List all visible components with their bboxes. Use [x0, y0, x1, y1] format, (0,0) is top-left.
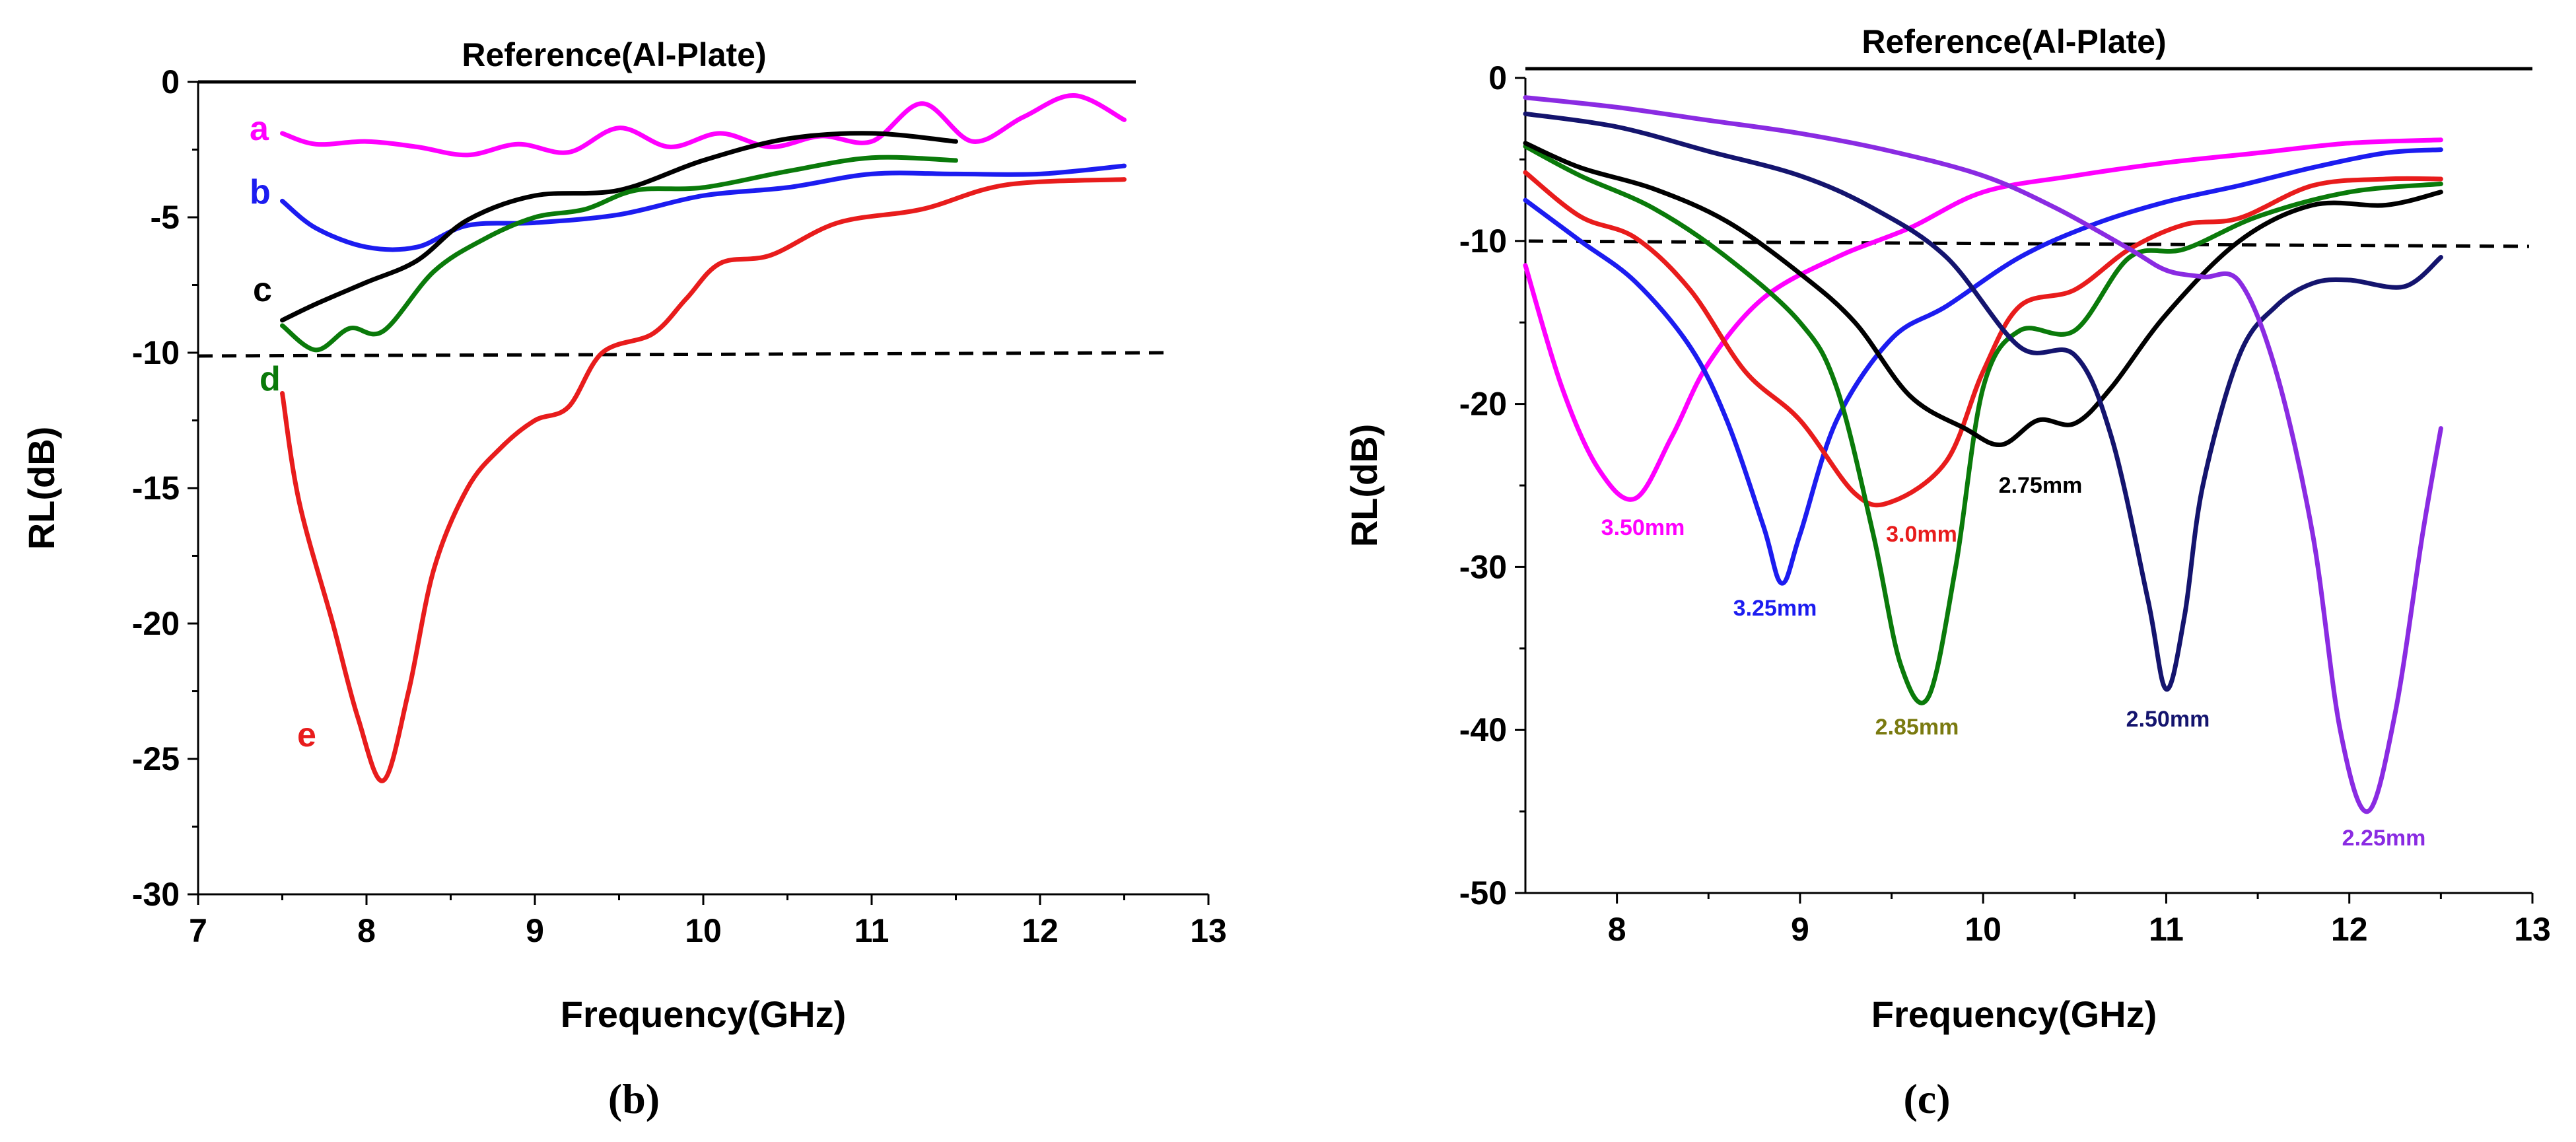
reference-label-c: Reference(Al-Plate)	[1862, 23, 2166, 60]
series-line-b-c	[280, 131, 958, 323]
series-label-e: e	[297, 716, 316, 754]
series-line-c-3.50mm	[1523, 137, 2443, 502]
series-line-c-2.75mm	[1523, 141, 2443, 447]
y-tick-label-b-4: -20	[132, 605, 180, 642]
series-label-b: b	[250, 173, 271, 211]
series-line-c-2.25mm	[1523, 95, 2443, 814]
y-tick-label-c-5: -50	[1459, 874, 1507, 911]
threshold-line-c	[1528, 239, 2530, 248]
x-tick-label-c-5: 13	[2514, 911, 2551, 948]
series-label-2.25mm: 2.25mm	[2342, 826, 2426, 851]
series-line-b-a	[280, 92, 1127, 158]
series-line-c-2.85mm	[1523, 144, 2443, 705]
series-label-c: c	[253, 271, 272, 309]
threshold-line-b	[197, 351, 1173, 358]
y-tick-label-c-3: -30	[1459, 548, 1507, 585]
series-line-b-b	[280, 163, 1127, 252]
y-tick-label-c-1: -10	[1459, 223, 1507, 260]
reference-label-b: Reference(Al-Plate)	[462, 36, 766, 73]
x-axis-label-c: Frequency(GHz)	[1871, 993, 2157, 1035]
series-label-3.50mm: 3.50mm	[1601, 515, 1685, 540]
series-label-2.75mm: 2.75mm	[1999, 473, 2083, 498]
x-tick-label-b-3: 10	[685, 912, 722, 949]
series-label-a: a	[250, 110, 269, 148]
x-tick-label-b-0: 7	[189, 912, 207, 949]
x-axis-label-b: Frequency(GHz)	[561, 993, 847, 1035]
series-label-3.25mm: 3.25mm	[1733, 596, 1817, 621]
x-tick-label-c-1: 9	[1791, 911, 1809, 948]
x-tick-label-b-2: 9	[526, 912, 544, 949]
x-tick-label-b-5: 12	[1022, 912, 1059, 949]
panel-label-b: (b)	[608, 1075, 660, 1122]
y-tick-label-b-5: -25	[132, 740, 180, 777]
panel-label-c: (c)	[1903, 1075, 1950, 1122]
x-tick-label-b-1: 8	[357, 912, 376, 949]
chart-panel-c: 0 -10 -20 -30 -40 -50 8 9 10 11 12 13 3.50mm 3.25m…	[1343, 23, 2551, 1122]
y-tick-label-b-2: -10	[132, 334, 180, 371]
series-line-c-3.25mm	[1523, 147, 2443, 586]
y-tick-label-b-1: -5	[151, 199, 180, 236]
chart-panel-b: 0 -5 -10 -15 -20 -25 -30 7 8 9 10 11 12 13 a b c d e…	[20, 36, 1227, 1122]
series-label-2.50mm: 2.50mm	[2126, 707, 2210, 732]
y-axis-label-c: RL(dB)	[1343, 424, 1385, 548]
y-tick-label-b-0: 0	[161, 63, 180, 100]
series-label-3.0mm: 3.0mm	[1886, 522, 1957, 547]
x-tick-label-c-2: 10	[1965, 911, 2002, 948]
x-tick-label-c-4: 12	[2331, 911, 2368, 948]
x-tick-label-c-3: 11	[2149, 911, 2184, 948]
y-tick-label-c-0: 0	[1488, 59, 1507, 96]
series-label-d: d	[260, 360, 281, 398]
y-tick-label-c-2: -20	[1459, 386, 1507, 423]
series-line-b-d	[280, 155, 958, 353]
x-tick-label-b-6: 13	[1190, 912, 1227, 949]
series-label-2.85mm: 2.85mm	[1875, 715, 1959, 740]
y-tick-label-b-3: -15	[132, 470, 180, 507]
y-axis-label-b: RL(dB)	[20, 427, 62, 550]
series-line-c-2.50mm	[1523, 111, 2443, 692]
y-tick-label-c-4: -40	[1459, 711, 1507, 748]
series-line-b-e	[280, 177, 1127, 783]
y-tick-label-b-6: -30	[132, 876, 180, 913]
x-tick-label-b-4: 11	[854, 912, 889, 949]
x-tick-label-c-0: 8	[1608, 911, 1626, 948]
